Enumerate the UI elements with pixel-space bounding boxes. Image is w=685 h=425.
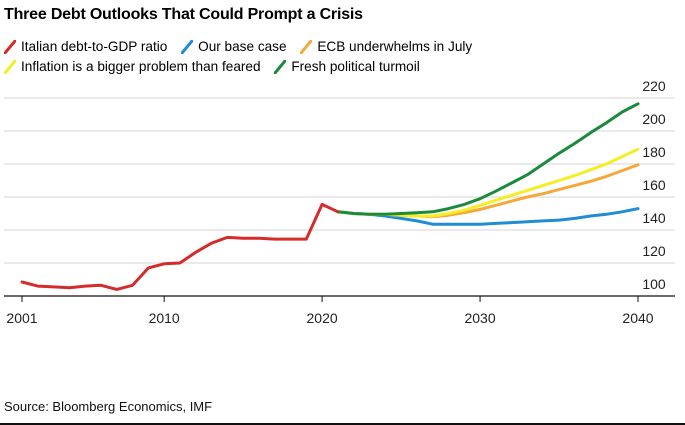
legend-label: ECB underwhelms in July [317, 39, 473, 54]
x-tick-label-2010: 2010 [149, 310, 180, 326]
legend-item-political-turmoil: Fresh political turmoil [274, 57, 420, 77]
legend-label: Fresh political turmoil [291, 59, 420, 74]
x-tick-label-2020: 2020 [307, 310, 338, 326]
legend-label: Our base case [198, 39, 287, 54]
y-axis-labels: 100 120 140 160 180 200 220 [642, 78, 666, 292]
y-tick-label-180: 180 [642, 144, 666, 160]
legend-item-italian-debt: Italian debt-to-GDP ratio [4, 37, 167, 57]
y-tick-label-100: 100 [642, 276, 666, 292]
y-tick-label-200: 200 [642, 111, 666, 127]
source-note: Source: Bloomberg Economics, IMF [4, 399, 213, 414]
legend-item-ecb-underwhelms: ECB underwhelms in July [300, 37, 472, 57]
bottom-rule [0, 423, 685, 425]
legend-item-base-case: Our base case [181, 37, 287, 57]
series-lines [20, 102, 640, 291]
x-tick-label-2040: 2040 [622, 310, 653, 326]
x-tick-label-2001: 2001 [6, 310, 37, 326]
chart-title: Three Debt Outlooks That Could Prompt a … [4, 6, 363, 23]
legend-label: Italian debt-to-GDP ratio [21, 39, 168, 54]
series-line-our-base-case [336, 207, 640, 226]
x-tick-label-2030: 2030 [464, 310, 495, 326]
y-tick-label-120: 120 [642, 243, 666, 259]
legend-swatch-ecb-underwhelms [300, 40, 313, 55]
series-line-fresh-political-turmoil [336, 102, 640, 216]
legend-swatch-political-turmoil [274, 60, 287, 75]
x-axis: 2001 2010 2020 2030 2040 [4, 295, 675, 326]
series-line-ecb-underwhelms-in-july [336, 163, 640, 219]
legend-item-inflation: Inflation is a bigger problem than feare… [4, 57, 261, 77]
series-line-italian-debt-to-gdp-ratio [20, 202, 340, 291]
legend-swatch-italian-debt [4, 40, 16, 55]
y-tick-label-140: 140 [642, 210, 666, 226]
y-tick-label-160: 160 [642, 177, 666, 193]
legend: Italian debt-to-GDP ratio Our base case … [4, 37, 564, 77]
y-tick-label-220: 220 [642, 78, 666, 94]
legend-swatch-base-case [181, 40, 194, 55]
legend-label: Inflation is a bigger problem than feare… [21, 59, 261, 74]
gridlines [4, 97, 675, 264]
legend-swatch-inflation [4, 60, 16, 75]
